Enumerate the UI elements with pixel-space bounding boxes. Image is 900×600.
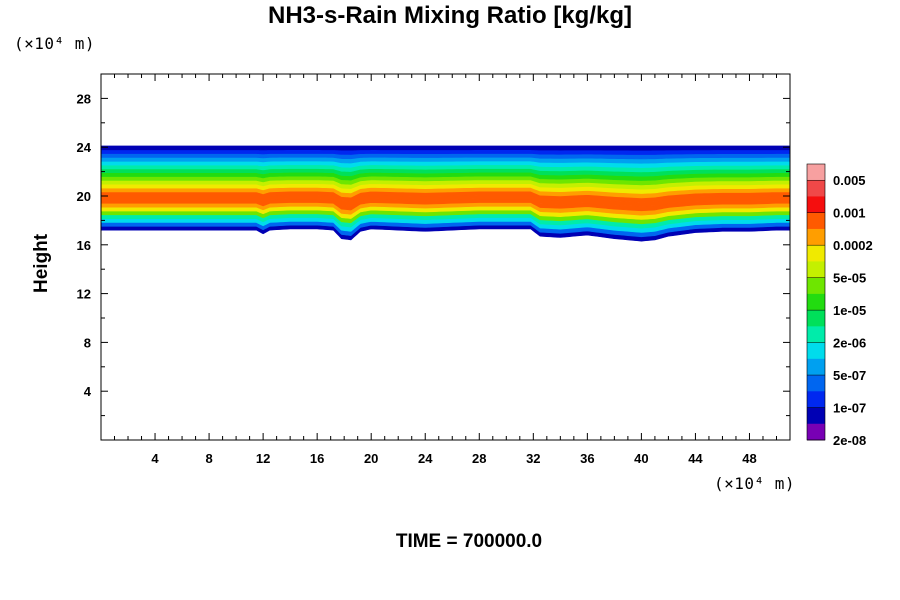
y-tick-label: 8	[84, 335, 91, 350]
x-tick-label: 20	[364, 451, 378, 466]
y-tick-label: 20	[77, 189, 91, 204]
y-tick-label: 28	[77, 91, 91, 106]
x-tick-label: 48	[742, 451, 756, 466]
contour-band-21	[100, 145, 791, 151]
x-tick-label: 4	[151, 451, 159, 466]
x-tick-label: 24	[418, 451, 433, 466]
time-label: TIME = 700000.0	[395, 531, 543, 552]
colorbar-swatch	[807, 212, 825, 230]
chart-title: NH3-s-Rain Mixing Ratio [kg/kg]	[267, 2, 633, 29]
colorbar-label: 2e-08	[833, 433, 866, 448]
y-tick-label: 12	[77, 287, 91, 302]
x-axis-unit: (×10⁴ m)	[714, 474, 796, 493]
colorbar-swatch	[807, 375, 825, 392]
colorbar: 0.005 0.001 0.0002 5e-05 1e-05 2e-06 5e-07 1e-0…	[806, 163, 873, 448]
contour-band-20	[100, 149, 791, 155]
colorbar-swatch	[807, 180, 825, 197]
x-tick-label: 44	[688, 451, 703, 466]
colorbar-swatch	[807, 310, 825, 327]
colorbar-label: 5e-07	[833, 368, 866, 383]
colorbar-swatch	[807, 326, 825, 343]
colorbar-label: 2e-06	[833, 336, 866, 351]
colorbar-swatch	[807, 293, 825, 311]
colorbar-swatch	[807, 358, 825, 376]
colorbar-swatch	[807, 277, 825, 295]
x-tick-label: 32	[526, 451, 540, 466]
x-tick-label: 16	[310, 451, 324, 466]
x-tick-label: 40	[634, 451, 648, 466]
y-axis-unit: (×10⁴ m)	[14, 34, 96, 53]
colorbar-swatch	[807, 228, 825, 246]
x-tick-label: 36	[580, 451, 594, 466]
plot-frame	[100, 73, 791, 441]
colorbar-swatch	[807, 196, 825, 214]
colorbar-swatch	[807, 164, 825, 181]
x-tick-label: 8	[205, 451, 212, 466]
colorbar-label: 1e-05	[833, 303, 866, 318]
colorbar-label: 0.005	[833, 173, 866, 188]
colorbar-swatch	[807, 423, 825, 441]
y-tick-label: 16	[77, 238, 91, 253]
colorbar-swatch	[807, 342, 825, 360]
colorbar-label: 0.001	[833, 206, 866, 221]
contour-bands	[100, 145, 791, 242]
x-tick-label: 12	[256, 451, 270, 466]
colorbar-swatch	[807, 245, 825, 262]
y-tick-label: 24	[77, 140, 92, 155]
colorbar-label: 0.0002	[833, 238, 873, 253]
colorbar-label: 5e-05	[833, 271, 866, 286]
y-tick-label: 4	[84, 384, 92, 399]
colorbar-swatch	[807, 407, 825, 425]
colorbar-label: 1e-07	[833, 401, 866, 416]
colorbar-swatch	[807, 391, 825, 408]
colorbar-swatch	[807, 261, 825, 279]
x-tick-label: 28	[472, 451, 486, 466]
